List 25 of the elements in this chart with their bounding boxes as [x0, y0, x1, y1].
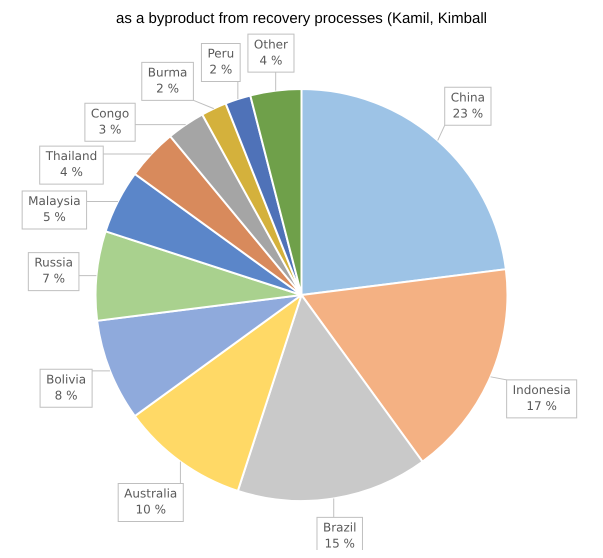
slice-label: Indonesia	[512, 383, 571, 398]
text: as a byproduct from recovery processes (Kamil, Kimball	[116, 10, 487, 28]
slice-label: Malaysia	[28, 194, 81, 208]
data-label: 15 %	[324, 536, 355, 550]
slice-label: China	[450, 90, 485, 104]
slice-label: Thailand	[44, 149, 98, 164]
slice-label: Congo	[90, 106, 130, 120]
data-label: 7 %	[42, 272, 66, 286]
slice-label: Other	[254, 37, 288, 52]
data-label: 5 %	[42, 210, 66, 224]
data-label: 2 %	[209, 62, 232, 77]
slice-label: Russia	[34, 256, 73, 270]
slice-label: Burma	[148, 65, 188, 80]
data-label: 2 %	[156, 81, 180, 96]
data-label: 3 %	[98, 122, 122, 136]
slice-label: Peru	[207, 46, 234, 61]
data-label: 10 %	[135, 502, 166, 517]
slice-label: Bolivia	[46, 372, 86, 386]
data-label: 8 %	[54, 388, 78, 402]
data-label: 17 %	[526, 399, 557, 414]
slice-label: Australia	[124, 486, 178, 501]
data-label: 23 %	[452, 106, 484, 120]
data-label: 4 %	[260, 53, 282, 68]
data-label: 4 %	[60, 165, 83, 180]
slice-label: Brazil	[322, 520, 356, 534]
